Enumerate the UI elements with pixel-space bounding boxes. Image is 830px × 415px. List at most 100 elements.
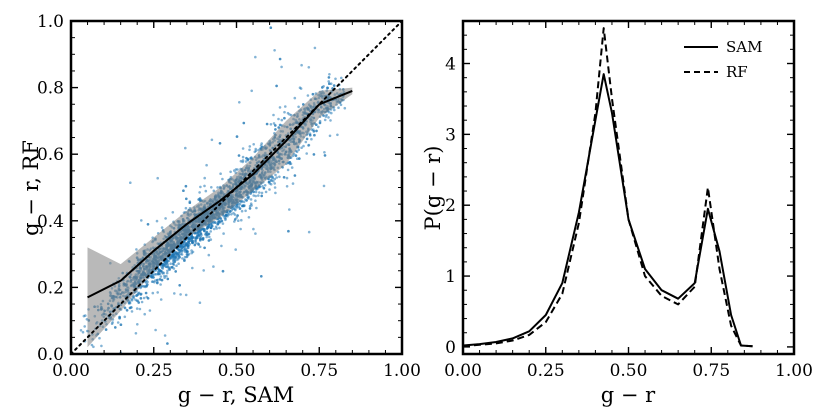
scatter-point xyxy=(262,186,266,190)
scatter-point xyxy=(306,94,310,97)
scatter-point xyxy=(283,110,286,114)
scatter-point xyxy=(84,314,87,317)
scatter-point xyxy=(178,248,181,252)
scatter-point xyxy=(278,106,282,109)
scatter-point xyxy=(105,375,108,378)
scatter-point xyxy=(206,226,209,230)
scatter-point xyxy=(244,209,247,213)
scatter-point xyxy=(198,191,201,194)
scatter-point xyxy=(334,77,337,81)
scatter-point xyxy=(233,218,237,221)
scatter-point xyxy=(180,249,184,252)
scatter-point xyxy=(312,153,316,156)
scatter-point xyxy=(173,292,176,295)
scatter-point xyxy=(203,184,206,188)
scatter-point xyxy=(277,126,281,129)
scatter-point xyxy=(198,245,202,249)
scatter-point xyxy=(248,145,252,148)
scatter-point xyxy=(323,154,327,157)
scatter-point xyxy=(257,194,260,197)
scatter-point xyxy=(275,176,279,179)
scatter-point xyxy=(144,291,148,295)
scatter-point xyxy=(92,345,95,349)
scatter-point xyxy=(250,89,253,93)
scatter-point xyxy=(241,147,245,150)
scatter-point xyxy=(179,293,182,296)
scatter-point xyxy=(268,188,271,191)
scatter-point xyxy=(258,191,261,194)
scatter-point xyxy=(136,323,139,326)
x-tick-label: 0.75 xyxy=(300,361,338,381)
scatter-point xyxy=(237,154,241,157)
scatter-point xyxy=(248,148,251,152)
scatter-point xyxy=(310,137,313,141)
scatter-point xyxy=(203,176,206,180)
scatter-point xyxy=(229,210,232,213)
scatter-point xyxy=(100,344,103,348)
scatter-point xyxy=(252,143,255,146)
scatter-point xyxy=(221,177,224,181)
scatter-point xyxy=(327,80,331,83)
scatter-point xyxy=(214,221,217,224)
scatter-point xyxy=(173,256,177,259)
scatter-x-axis-title: g − r, SAM xyxy=(178,383,295,407)
scatter-point xyxy=(119,323,123,327)
x-tick-label: 1.00 xyxy=(775,361,813,381)
scatter-point xyxy=(191,266,194,270)
scatter-point xyxy=(146,223,150,226)
scatter-point xyxy=(190,249,193,252)
scatter-point xyxy=(156,176,159,180)
scatter-point xyxy=(280,65,283,69)
scatter-panel: 0.00 0.25 0.50 0.75 1.00 0.0 0.2 0.4 0.6 0.8 1.0 g… xyxy=(19,12,421,407)
scatter-point xyxy=(178,284,181,287)
scatter-y-axis-title: g − r, RF xyxy=(19,140,43,236)
scatter-point xyxy=(273,177,277,181)
scatter-point xyxy=(110,322,114,326)
scatter-point xyxy=(190,240,194,243)
scatter-point xyxy=(164,217,167,220)
y-tick-label: 0.0 xyxy=(37,345,64,365)
scatter-point xyxy=(300,63,303,67)
scatter-point xyxy=(272,113,275,117)
scatter-point xyxy=(272,179,275,183)
scatter-point xyxy=(168,268,171,271)
scatter-point xyxy=(264,190,268,194)
scatter-point xyxy=(242,200,246,204)
scatter-point xyxy=(297,148,301,152)
scatter-point xyxy=(257,148,260,152)
x-tick-label: 0.50 xyxy=(610,361,648,381)
scatter-point xyxy=(199,185,202,189)
scatter-point xyxy=(168,257,172,260)
scatter-point xyxy=(235,203,239,207)
distribution-plot-area xyxy=(463,21,794,354)
scatter-point xyxy=(343,106,347,110)
scatter-point xyxy=(288,113,291,116)
scatter-point xyxy=(203,229,206,233)
scatter-point xyxy=(156,272,160,276)
scatter-point xyxy=(169,262,172,266)
y-tick-label: 0 xyxy=(445,338,456,358)
scatter-point xyxy=(329,119,332,122)
scatter-point xyxy=(219,172,222,175)
scatter-point xyxy=(242,121,246,125)
scatter-point xyxy=(245,156,248,160)
scatter-point xyxy=(260,191,264,195)
scatter-point xyxy=(135,307,139,310)
scatter-point xyxy=(178,255,181,259)
scatter-point xyxy=(216,186,219,189)
scatter-point xyxy=(307,66,311,69)
scatter-point xyxy=(177,252,180,255)
distribution-y-axis-title: P(g − r) xyxy=(421,146,445,231)
scatter-point xyxy=(130,297,133,301)
scatter-point xyxy=(185,250,189,254)
scatter-point xyxy=(273,186,277,189)
scatter-point xyxy=(207,239,211,242)
scatter-point xyxy=(184,184,188,188)
scatter-point xyxy=(190,251,193,255)
scatter-point xyxy=(212,227,216,231)
scatter-point xyxy=(128,301,131,305)
scatter-point xyxy=(146,297,150,300)
y-tick-label: 0.4 xyxy=(37,212,64,232)
scatter-point xyxy=(233,213,237,216)
